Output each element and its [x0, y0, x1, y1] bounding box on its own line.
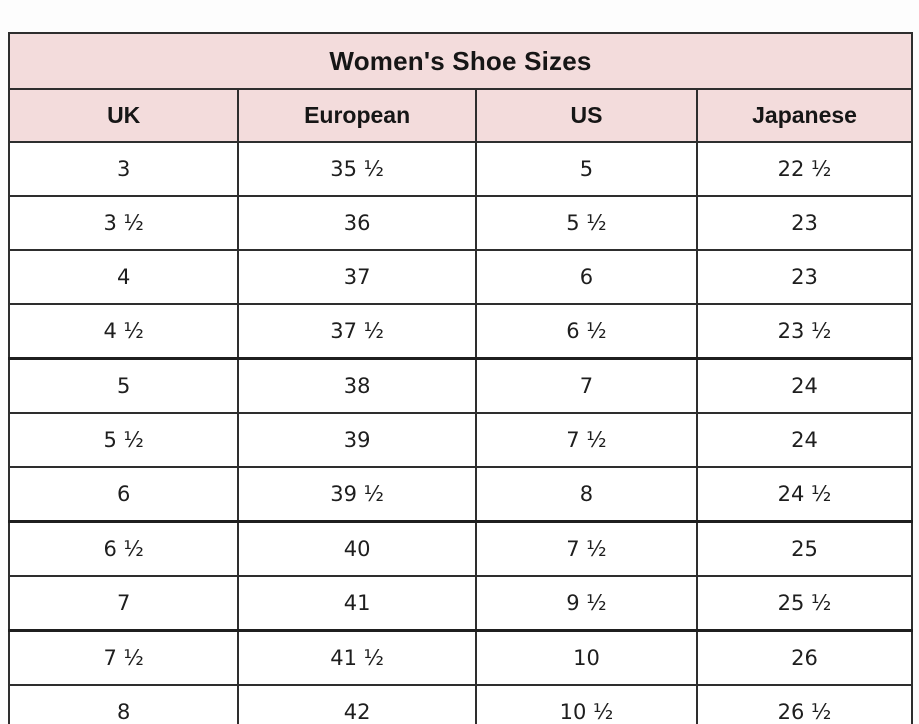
table-row: 3 35 ½ 5 22 ½: [7, 141, 913, 197]
table-cell: 7 ½: [7, 629, 240, 686]
table-cell: 42: [237, 684, 477, 724]
table-cell: 4 ½: [7, 303, 240, 360]
table-cell: 23: [696, 249, 913, 305]
table-cell: 9 ½: [474, 575, 699, 632]
table-cell: 10 ½: [474, 684, 699, 724]
table-cell: 8: [474, 466, 699, 523]
table-cell: 39: [237, 412, 477, 468]
column-header-uk: UK: [7, 88, 240, 143]
header-row: UK European US Japanese: [7, 88, 913, 143]
table-row: 7 41 9 ½ 25 ½: [7, 575, 913, 632]
table-row: 5 38 7 24: [7, 357, 913, 414]
table-cell: 24: [696, 357, 913, 414]
table-cell: 5 ½: [474, 195, 699, 251]
table-cell: 40: [237, 520, 477, 577]
table-cell: 36: [237, 195, 477, 251]
column-header-us: US: [474, 88, 699, 143]
table-cell: 23 ½: [696, 303, 913, 360]
table-cell: 41: [237, 575, 477, 632]
table-cell: 38: [237, 357, 477, 414]
table-cell: 22 ½: [696, 141, 913, 197]
title-row: Women's Shoe Sizes: [8, 32, 913, 90]
table-cell: 10: [474, 629, 699, 686]
table-cell: 37 ½: [237, 303, 477, 360]
table-title: Women's Shoe Sizes: [8, 32, 913, 90]
table-cell: 4: [7, 249, 240, 305]
table-cell: 7 ½: [474, 412, 699, 468]
table-cell: 41 ½: [237, 629, 477, 686]
table-row: 4 37 6 23: [7, 249, 913, 305]
table-cell: 25: [696, 520, 913, 577]
table-cell: 6 ½: [474, 303, 699, 360]
table-row: 8 42 10 ½ 26 ½: [7, 684, 913, 724]
table-cell: 35 ½: [237, 141, 477, 197]
table-cell: 26: [696, 629, 913, 686]
table-cell: 7: [7, 575, 240, 632]
table-cell: 6: [474, 249, 699, 305]
table-row: 5 ½ 39 7 ½ 24: [7, 412, 913, 468]
table-cell: 23: [696, 195, 913, 251]
table-cell: 37: [237, 249, 477, 305]
table-cell: 5 ½: [7, 412, 240, 468]
table-cell: 7 ½: [474, 520, 699, 577]
table-row: 4 ½ 37 ½ 6 ½ 23 ½: [7, 303, 913, 360]
table-cell: 6 ½: [7, 520, 240, 577]
column-header-japanese: Japanese: [696, 88, 913, 143]
table-row: 6 39 ½ 8 24 ½: [7, 466, 913, 523]
table-cell: 6: [7, 466, 240, 523]
table-cell: 5: [474, 141, 699, 197]
table-cell: 3 ½: [7, 195, 240, 251]
column-header-european: European: [237, 88, 477, 143]
table-cell: 5: [7, 357, 240, 414]
table-cell: 7: [474, 357, 699, 414]
table-cell: 25 ½: [696, 575, 913, 632]
table-row: 7 ½ 41 ½ 10 26: [7, 629, 913, 686]
table-cell: 26 ½: [696, 684, 913, 724]
table-row: 3 ½ 36 5 ½ 23: [7, 195, 913, 251]
table-cell: 24 ½: [696, 466, 913, 523]
table-cell: 8: [7, 684, 240, 724]
table-row: 6 ½ 40 7 ½ 25: [7, 520, 913, 577]
table-cell: 39 ½: [237, 466, 477, 523]
table-cell: 24: [696, 412, 913, 468]
shoe-size-table: Women's Shoe Sizes UK European US Japane…: [7, 32, 913, 724]
table-cell: 3: [7, 141, 240, 197]
